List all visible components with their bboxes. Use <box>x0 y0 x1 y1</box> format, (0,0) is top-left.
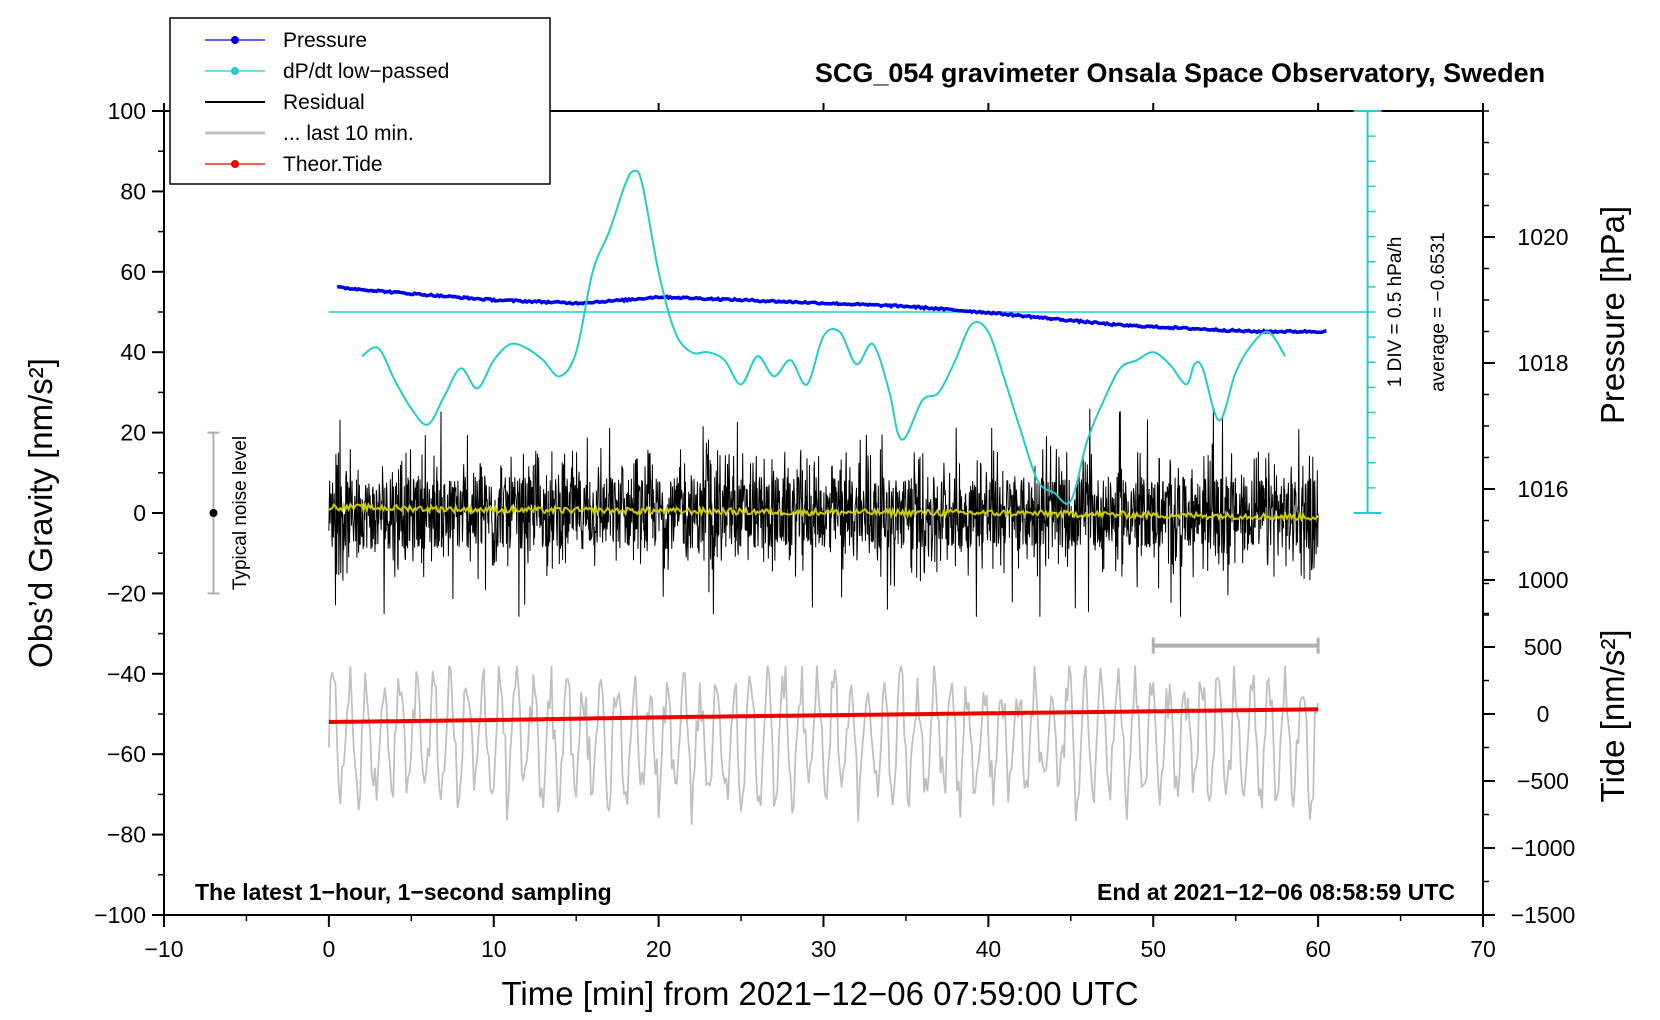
legend-label: Pressure <box>283 29 367 52</box>
residual-series-line <box>328 408 1319 617</box>
x-axis-title: Time [min] from 2021−12−06 07:59:00 UTC <box>501 975 1138 1012</box>
x-tick-label: 10 <box>481 936 507 962</box>
legend-marker <box>231 36 239 44</box>
y-tick-label: −60 <box>107 741 146 767</box>
pressure-axis-title: Pressure [hPa] <box>1594 206 1631 424</box>
tide-tick-label: 0 <box>1537 701 1550 727</box>
y-tick-label: 20 <box>120 420 146 446</box>
y-axis-ticks: 100 80 60 40 20 0 −20 −40 −60 −80 −100 <box>94 98 164 928</box>
y-tick-label: −100 <box>94 902 146 928</box>
dpdt-scale-bar <box>1353 110 1382 514</box>
y-tick-label: −40 <box>107 661 146 687</box>
legend-label: Theor.Tide <box>283 153 383 176</box>
x-tick-label: 0 <box>322 936 335 962</box>
y-tick-label: 80 <box>120 178 146 204</box>
noise-label: Typical noise level <box>230 436 251 590</box>
y-tick-label: 0 <box>133 500 146 526</box>
residual-lowpass-line <box>328 501 1319 523</box>
noise-indicator <box>207 431 220 595</box>
x-tick-label: 60 <box>1305 936 1331 962</box>
series-layer <box>328 169 1368 825</box>
y-tick-label: 40 <box>120 339 146 365</box>
y-tick-label: 60 <box>120 259 146 285</box>
dpdt-series-line <box>361 169 1286 505</box>
y-axis-title: Obs’d Gravity [nm/s²] <box>22 358 59 668</box>
chart-title: SCG_054 gravimeter Onsala Space Observat… <box>815 58 1545 88</box>
pressure-tick-label: 1016 <box>1517 476 1568 502</box>
x-tick-label: 20 <box>646 936 672 962</box>
x-tick-label: 40 <box>976 936 1002 962</box>
tide-axis-ticks: 1000 500 0 −500 −1000 −1500 <box>1483 567 1575 928</box>
legend-label: Residual <box>283 91 365 114</box>
pressure-tick-label: 1018 <box>1517 350 1568 376</box>
legend-label: dP/dt low−passed <box>283 60 449 83</box>
x-tick-label: 70 <box>1470 936 1496 962</box>
pressure-axis-ticks: 1020 1018 1016 <box>1483 110 1569 616</box>
tide-tick-label: 1000 <box>1517 567 1568 593</box>
end-time-note: End at 2021−12−06 08:58:59 UTC <box>1097 879 1455 905</box>
legend: Pressure dP/dt low−passed Residual ... last… <box>169 17 551 185</box>
scale-average-label: average = −0.6531 <box>1428 232 1449 392</box>
x-tick-label: 50 <box>1140 936 1166 962</box>
tide-tick-label: 500 <box>1524 634 1562 660</box>
tide-series-line <box>328 707 1319 724</box>
sampling-note: The latest 1−hour, 1−second sampling <box>195 879 612 905</box>
legend-items: Pressure dP/dt low−passed Residual ... last… <box>205 29 449 176</box>
y-tick-label: −80 <box>107 822 146 848</box>
legend-label: ... last 10 min. <box>283 122 414 145</box>
last10-bracket <box>1151 637 1320 654</box>
tide-axis-title: Tide [nm/s²] <box>1594 630 1631 803</box>
tide-tick-label: −500 <box>1517 768 1569 794</box>
y-tick-label: 100 <box>108 98 146 124</box>
x-axis-ticks: −10 0 10 20 30 40 50 60 70 <box>144 103 1496 962</box>
x-tick-label: −10 <box>144 936 183 962</box>
tide-tick-label: −1500 <box>1511 902 1576 928</box>
pressure-series-line <box>336 284 1327 335</box>
legend-marker <box>231 160 239 168</box>
legend-marker <box>231 67 239 75</box>
tide-tick-label: −1000 <box>1511 835 1576 861</box>
noise-center-dot <box>209 509 218 517</box>
x-tick-label: 30 <box>811 936 837 962</box>
scale-div-label: 1 DIV = 0.5 hPa/h <box>1385 237 1406 388</box>
pressure-tick-label: 1020 <box>1517 224 1568 250</box>
y-tick-label: −20 <box>107 580 146 606</box>
last10-series-line <box>328 665 1319 825</box>
